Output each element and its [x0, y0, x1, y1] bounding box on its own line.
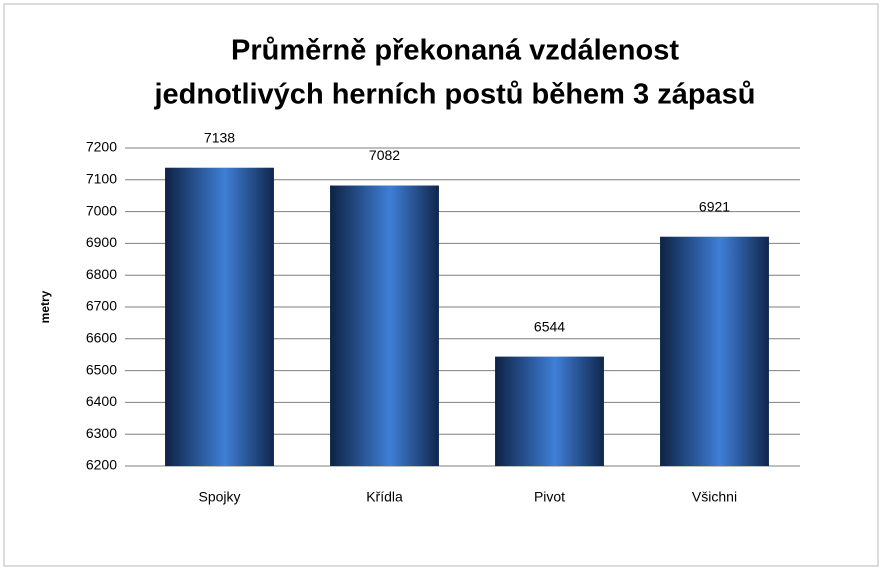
y-tick-label: 6800 — [86, 266, 117, 282]
bar — [660, 236, 769, 466]
y-tick-label: 6700 — [86, 298, 117, 314]
chart-title: Průměrně překonaná vzdálenost — [231, 35, 679, 67]
y-tick-label: 6600 — [86, 330, 117, 346]
y-tick-label: 6200 — [86, 457, 117, 473]
y-tick-label: 6400 — [86, 393, 117, 409]
x-tick-label: Všichni — [692, 489, 737, 505]
data-label: 6544 — [534, 318, 565, 334]
x-tick-label: Pivot — [534, 489, 565, 505]
y-tick-label: 6900 — [86, 234, 117, 250]
bar — [165, 167, 274, 466]
y-tick-label: 7000 — [86, 202, 117, 218]
chart-title: jednotlivých herních postů během 3 zápas… — [153, 79, 755, 111]
x-tick-label: Křídla — [366, 489, 403, 505]
y-tick-label: 6500 — [86, 361, 117, 377]
x-tick-label: Spojky — [198, 489, 240, 505]
bar — [330, 185, 439, 467]
y-tick-label: 7100 — [86, 171, 117, 187]
y-tick-label: 7200 — [86, 139, 117, 155]
y-tick-label: 6300 — [86, 425, 117, 441]
data-label: 7138 — [204, 129, 235, 145]
y-axis-label: metry — [38, 290, 52, 323]
data-label: 7082 — [369, 147, 400, 163]
data-label: 6921 — [699, 198, 730, 214]
bar — [495, 356, 604, 466]
